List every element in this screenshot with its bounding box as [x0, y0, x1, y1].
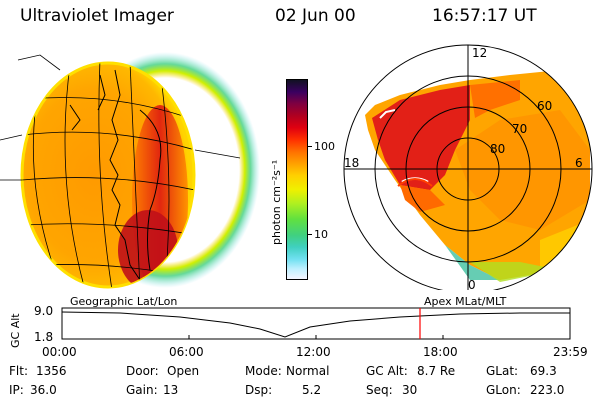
timeline-ytick-top: 9.0: [34, 304, 54, 318]
ip-value: 36.0: [30, 383, 57, 397]
lat-label-70: 70: [512, 122, 527, 136]
timeline-ylabel: GC Alt: [9, 313, 22, 348]
glon-label: GLon:: [486, 383, 521, 397]
mlt-label-18: 18: [344, 156, 359, 170]
date-label: 02 Jun 00: [275, 6, 356, 26]
glon-value: 223.0: [530, 383, 565, 397]
gc-alt-value: 8.7 Re: [417, 364, 456, 378]
colorbar-tick-100: 100: [314, 140, 335, 153]
timeline-xtick-2359: 23:59: [553, 345, 588, 359]
gain-value: 13: [163, 383, 179, 397]
colorbar-tick-10: 10: [314, 228, 328, 241]
gain-label: Gain:: [126, 383, 158, 397]
gc-alt-label: GC Alt:: [366, 364, 408, 378]
glat-value: 69.3: [530, 364, 557, 378]
mode-value: Normal: [286, 364, 330, 378]
timeline-xtick-0000: 00:00: [42, 345, 77, 359]
altitude-timeline: [61, 307, 571, 340]
colorbar-unit-label: photon cm⁻²s⁻¹: [270, 159, 283, 245]
instrument-title: Ultraviolet Imager: [20, 6, 174, 26]
dsp-label: Dsp:: [245, 383, 273, 397]
glat-label: GLat:: [486, 364, 519, 378]
left-panel-label: Geographic Lat/Lon: [70, 295, 178, 308]
door-label: Door:: [126, 364, 159, 378]
seq-value: 30: [402, 383, 418, 397]
geographic-image: [0, 52, 260, 289]
ip-label: IP:: [9, 383, 24, 397]
timeline-xtick-0600: 06:00: [169, 345, 204, 359]
mlt-label-6: 6: [575, 156, 583, 170]
lat-label-60: 60: [537, 99, 552, 113]
timeline-xtick-1800: 18:00: [423, 345, 458, 359]
door-value: Open: [167, 364, 200, 378]
flight-value: 1356: [36, 364, 67, 378]
time-label: 16:57:17 UT: [432, 6, 537, 26]
right-panel-label: Apex MLat/MLT: [424, 295, 507, 308]
flight-label: Flt:: [9, 364, 28, 378]
mode-label: Mode:: [245, 364, 282, 378]
altitude-curve: [61, 311, 570, 338]
mlt-label-12: 12: [472, 46, 487, 60]
seq-label: Seq:: [366, 383, 393, 397]
polar-grid: [343, 44, 593, 290]
mlt-label-0: 0: [468, 278, 476, 290]
dsp-value: 5.2: [302, 383, 322, 397]
timeline-ytick-bottom: 1.8: [34, 330, 54, 344]
lat-label-80: 80: [490, 142, 505, 156]
timeline-xtick-1200: 12:00: [296, 345, 331, 359]
colorbar: [286, 79, 308, 280]
polar-mlt-plot: 12 18 6 0 60 70 80: [343, 44, 593, 290]
